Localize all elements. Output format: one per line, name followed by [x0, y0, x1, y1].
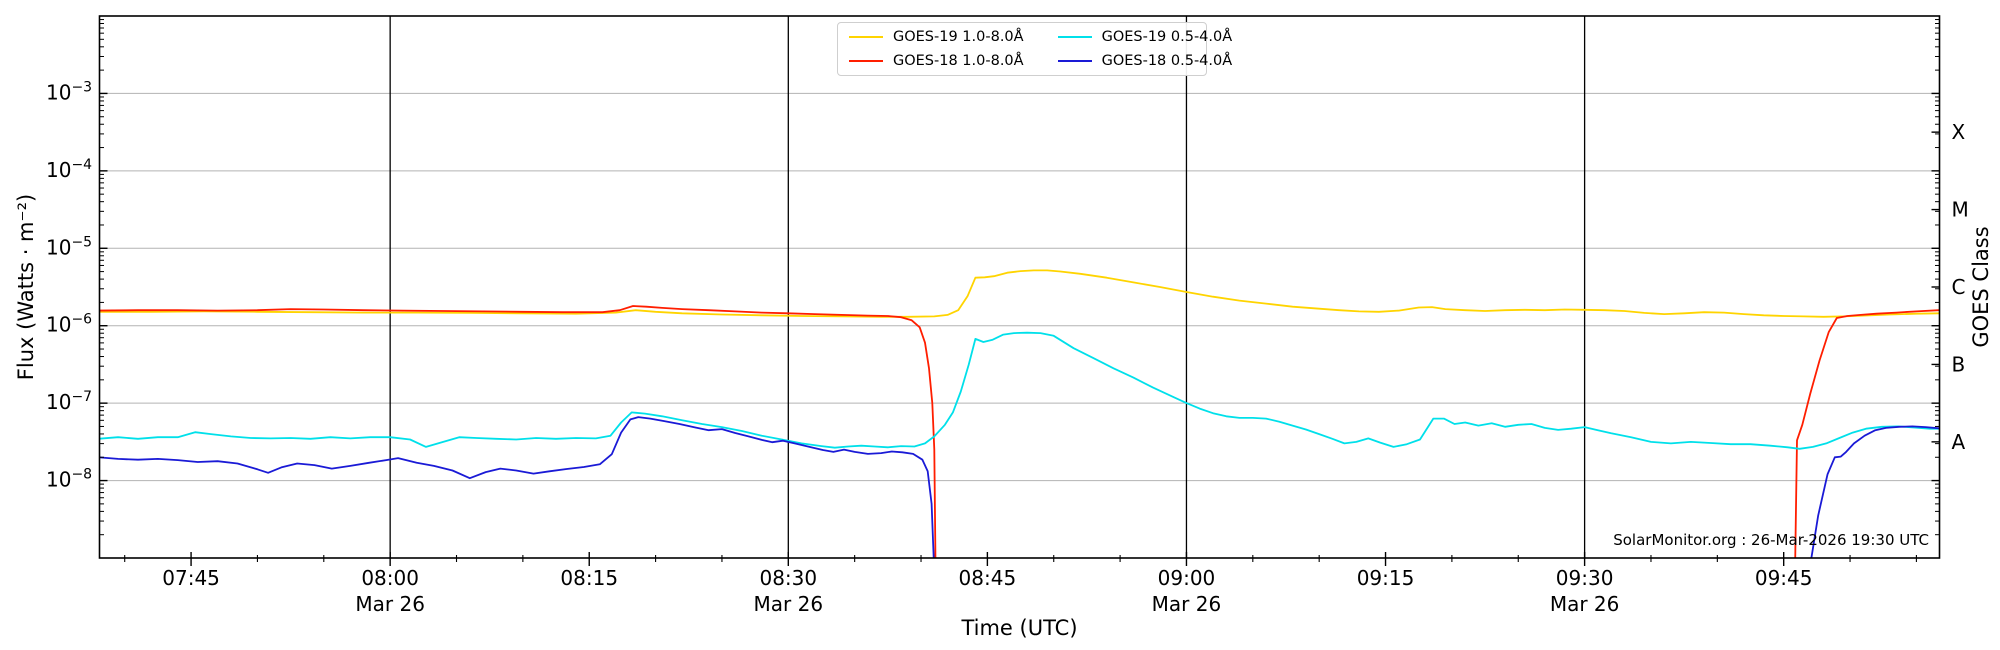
watermark-annotation: SolarMonitor.org : 26-Mar-2026 19:30 UTC	[1613, 531, 1929, 549]
x-tick-label: 09:30	[1556, 566, 1614, 590]
goes-class-letter: C	[1952, 275, 1966, 299]
legend-item-label: GOES-18 1.0-8.0Å	[893, 53, 1024, 69]
goes-class-letter: M	[1952, 198, 1969, 222]
y-tick-label: 10−6	[46, 312, 92, 337]
legend: GOES-19 1.0-8.0Å GOES-18 1.0-8.0Å GOES-19 …	[837, 22, 1232, 76]
x-axis-label: Time (UTC)	[961, 616, 1078, 640]
goes-class-letter: X	[1952, 120, 1966, 144]
x-tick-label: 09:15	[1357, 566, 1415, 590]
horizontal-gridlines	[99, 92, 1940, 482]
y-axis-left: 10−3 10−4 10−5 10−6 10−7 10−8	[46, 19, 108, 536]
legend-item: GOES-18 1.0-8.0Å	[849, 49, 1024, 73]
legend-item-label: GOES-19 1.0-8.0Å	[893, 29, 1024, 45]
y-tick-label: 10−3	[46, 79, 92, 104]
vertical-gridlines	[389, 16, 1586, 558]
legend-line-swatch	[849, 60, 883, 62]
legend-item: GOES-18 0.5-4.0Å	[1057, 49, 1233, 73]
goes-class-labels: X M C B A	[1931, 120, 1969, 454]
legend-line-swatch	[1057, 36, 1092, 38]
x-tick-date-label: Mar 26	[1550, 592, 1620, 616]
legend-item-label: GOES-19 0.5-4.0Å	[1101, 29, 1233, 45]
series-goes-18-0-5-4-0	[99, 416, 935, 558]
y-axis-right	[1931, 19, 1940, 536]
plot-border	[98, 15, 1941, 559]
x-tick-label: 09:00	[1158, 566, 1216, 590]
legend-line-swatch	[1057, 60, 1092, 62]
series-goes-18-1-0-8-0	[1794, 309, 1940, 558]
x-tick-label: 08:30	[759, 566, 817, 590]
y-axis-label-right: GOES Class	[1969, 226, 1993, 348]
series-goes-18-0-5-4-0	[1810, 425, 1940, 558]
x-tick-label: 07:45	[162, 566, 220, 590]
x-tick-label: 08:45	[959, 566, 1017, 590]
goes-class-letter: A	[1952, 430, 1966, 454]
goes-class-letter: B	[1952, 352, 1966, 376]
y-tick-label: 10−5	[46, 234, 92, 259]
legend-line-swatch	[849, 36, 883, 38]
legend-item: GOES-19 1.0-8.0Å	[849, 25, 1024, 49]
y-tick-label: 10−8	[46, 467, 92, 492]
x-tick-date-label: Mar 26	[1152, 592, 1222, 616]
series-lines	[99, 269, 1940, 558]
x-tick-label: 08:15	[560, 566, 618, 590]
legend-item: GOES-19 0.5-4.0Å	[1057, 25, 1233, 49]
x-tick-date-label: Mar 26	[754, 592, 824, 616]
x-tick-date-label: Mar 26	[355, 592, 425, 616]
legend-item-label: GOES-18 0.5-4.0Å	[1101, 53, 1233, 69]
x-tick-label: 08:00	[361, 566, 419, 590]
series-goes-19-1-0-8-0	[99, 269, 1940, 318]
x-tick-label: 09:45	[1755, 566, 1813, 590]
series-goes-18-1-0-8-0	[99, 305, 937, 558]
y-axis-label-left: Flux (Watts · m⁻²)	[14, 193, 38, 381]
series-goes-19-0-5-4-0	[99, 331, 1939, 450]
y-tick-label: 10−4	[46, 157, 92, 182]
y-tick-label: 10−7	[46, 389, 92, 414]
